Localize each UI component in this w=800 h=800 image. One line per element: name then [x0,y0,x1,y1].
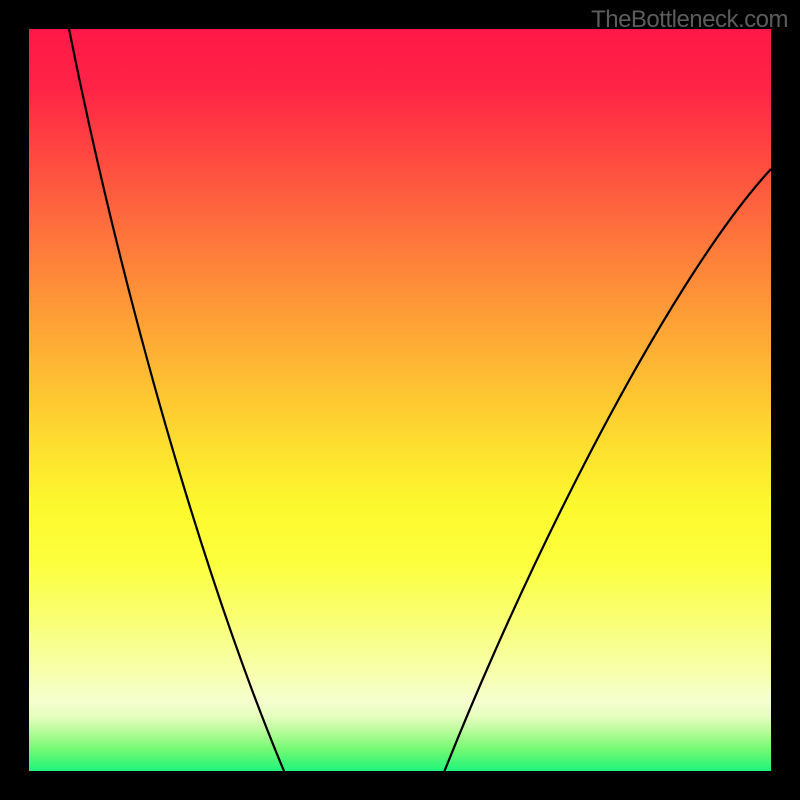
plot-area [29,29,771,771]
bottleneck-curve [69,29,771,771]
chart-container: TheBottleneck.com [0,0,800,800]
curve-layer [29,29,771,771]
